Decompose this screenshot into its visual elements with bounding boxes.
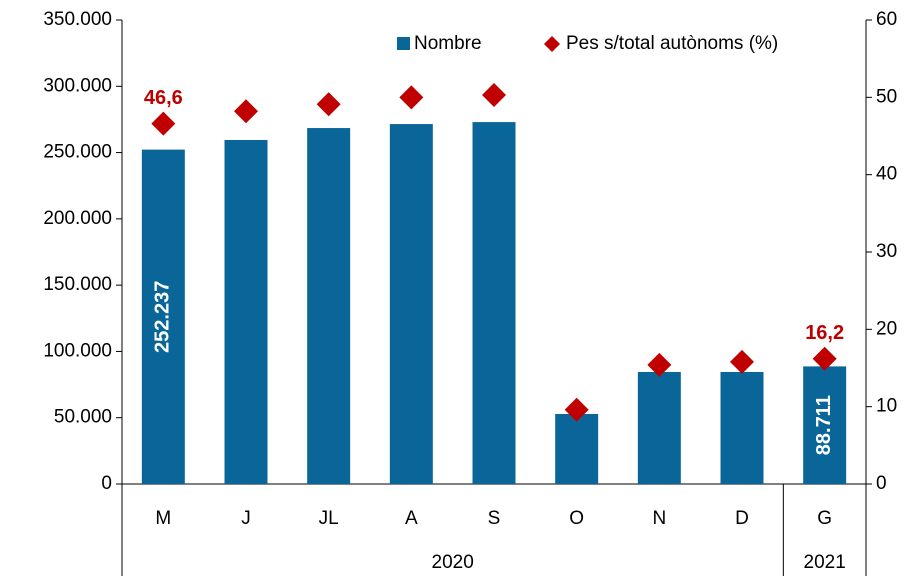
- legend-swatch: [544, 36, 560, 52]
- y-tick-label: 0: [101, 473, 112, 494]
- y-tick-label: 250.000: [43, 142, 112, 163]
- bar: [224, 139, 268, 484]
- legend-swatch: [397, 37, 410, 50]
- bar: [803, 366, 847, 484]
- bar: [472, 122, 516, 484]
- x-tick-label: M: [155, 508, 171, 529]
- bar: [637, 371, 681, 484]
- y-tick-label: 50.000: [54, 407, 112, 428]
- x-tick-label: O: [569, 508, 584, 529]
- x-tick-label: S: [488, 508, 501, 529]
- x-tick-label: J: [241, 508, 251, 529]
- y2-tick-label: 10: [876, 396, 897, 417]
- diamond-value-label: 46,6: [144, 87, 183, 109]
- legend-label: Nombre: [414, 33, 482, 54]
- y-tick-label: 350.000: [43, 9, 112, 30]
- group-label: 2021: [804, 552, 846, 573]
- x-tick-label: JL: [319, 508, 339, 529]
- diamond-marker: [316, 92, 341, 117]
- diamond-marker: [564, 397, 589, 422]
- bar: [720, 371, 764, 484]
- y-tick-label: 200.000: [43, 208, 112, 229]
- y2-tick-label: 20: [876, 318, 897, 339]
- diamond-marker: [151, 111, 176, 136]
- x-tick-label: N: [652, 508, 666, 529]
- diamond-value-label: 16,2: [805, 322, 844, 344]
- bar-value-label: 252.237: [152, 281, 174, 353]
- diamond-marker: [399, 85, 424, 110]
- y-tick-label: 300.000: [43, 75, 112, 96]
- y2-tick-label: 30: [876, 241, 897, 262]
- diamond-marker: [730, 349, 754, 374]
- diamond-marker: [647, 352, 672, 377]
- y-tick-label: 100.000: [43, 340, 112, 361]
- bar-value-label: 88.711: [813, 395, 835, 455]
- y2-tick-label: 50: [876, 86, 897, 107]
- legend-label: Pes s/total autònoms (%): [566, 33, 778, 54]
- bar: [141, 149, 185, 484]
- y2-tick-label: 60: [876, 9, 897, 30]
- x-tick-label: G: [817, 508, 832, 529]
- bar: [307, 128, 351, 484]
- y2-tick-label: 40: [876, 164, 897, 185]
- y2-tick-label: 0: [876, 473, 887, 494]
- diamond-marker: [234, 99, 258, 124]
- diamond-marker: [482, 83, 506, 108]
- y-tick-label: 150.000: [43, 274, 112, 295]
- bar: [389, 124, 433, 484]
- group-label: 2020: [432, 552, 474, 573]
- x-tick-label: D: [735, 508, 749, 529]
- diamond-marker: [812, 346, 837, 371]
- x-tick-label: A: [405, 508, 418, 529]
- bar: [555, 414, 599, 484]
